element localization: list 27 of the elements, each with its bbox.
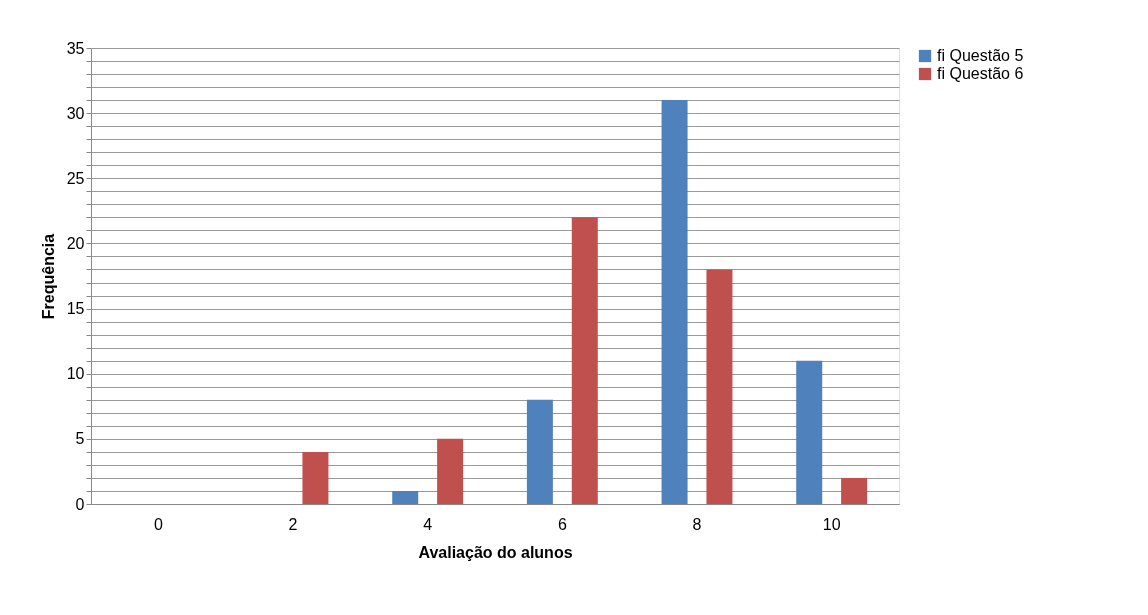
y-tick-label: 25 bbox=[66, 169, 85, 187]
x-tick-label: 4 bbox=[423, 515, 433, 533]
bar bbox=[526, 399, 553, 504]
bar bbox=[706, 269, 733, 504]
y-axis-title: Frequência bbox=[39, 233, 57, 320]
y-tick-label: 10 bbox=[66, 365, 85, 383]
bar bbox=[302, 451, 329, 504]
y-tick-label: 15 bbox=[66, 300, 85, 318]
legend-label: fi Questão 6 bbox=[937, 65, 1024, 82]
x-tick-label: 6 bbox=[557, 515, 567, 533]
bar bbox=[437, 438, 464, 504]
bar bbox=[571, 217, 598, 504]
bar bbox=[841, 477, 868, 504]
y-tick-label: 35 bbox=[66, 39, 85, 57]
x-axis-title: Avaliação do alunos bbox=[418, 543, 573, 561]
y-tick-label: 5 bbox=[75, 430, 85, 448]
x-tick-label: 10 bbox=[822, 515, 841, 533]
x-tick-label: 0 bbox=[153, 515, 163, 533]
x-tick-label: 8 bbox=[692, 515, 702, 533]
y-tick-label: 0 bbox=[75, 495, 85, 513]
bar bbox=[392, 490, 419, 504]
bar bbox=[661, 100, 688, 504]
legend-label: fi Questão 5 bbox=[937, 47, 1024, 64]
bar bbox=[796, 360, 823, 504]
y-tick-label: 30 bbox=[66, 104, 85, 122]
y-tick-label: 20 bbox=[66, 234, 85, 252]
x-tick-label: 2 bbox=[288, 515, 298, 533]
